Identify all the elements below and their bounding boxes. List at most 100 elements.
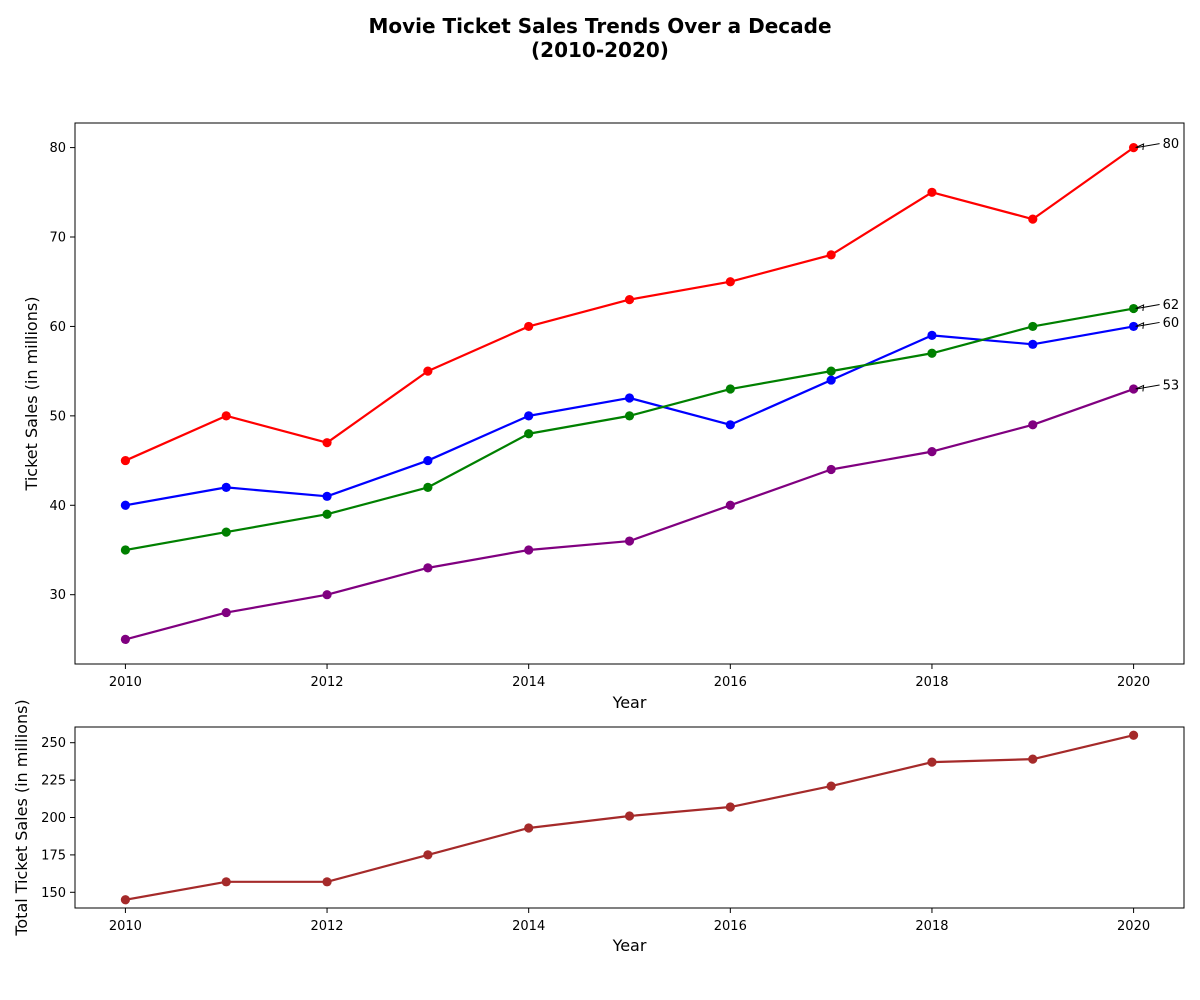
series-0-point-4 (524, 823, 534, 833)
y-axis-label: Total Ticket Sales (in millions) (12, 699, 31, 936)
series-0-point-6 (725, 802, 735, 812)
series-1-point-7 (826, 375, 836, 385)
chart-title-line1: Movie Ticket Sales Trends Over a Decade (368, 14, 832, 38)
plot-frame (74, 122, 1185, 665)
series-3-point-8 (927, 447, 937, 457)
series-3-point-7 (826, 464, 836, 475)
chart-title-line2: (2010-2020) (531, 38, 669, 62)
x-tick-label-4: 2018 (915, 919, 948, 934)
y-tick-label-0: 150 (41, 886, 66, 901)
series-2-point-8 (927, 348, 937, 358)
series-1-point-4 (524, 411, 534, 421)
series-1-annotation-arrowhead (1135, 322, 1145, 329)
series-2-annotation-label: 62 (1163, 298, 1180, 313)
series-1-point-10 (1128, 321, 1139, 332)
x-axis-label: Year (612, 936, 647, 955)
y-tick-label-1: 175 (41, 848, 66, 863)
series-3-annotation-arrowhead (1135, 384, 1145, 392)
y-axis-label: Ticket Sales (in millions) (22, 297, 41, 492)
x-tick-label-5: 2020 (1117, 675, 1150, 690)
x-tick-label-2: 2014 (512, 675, 545, 690)
series-2-annotation-arrow (1136, 304, 1160, 310)
series-0-point-3 (423, 366, 433, 376)
series-0-annotation-arrowhead (1135, 143, 1145, 151)
series-0-point-2 (322, 877, 332, 887)
series-0-point-1 (221, 877, 231, 887)
x-tick-label-4: 2018 (915, 675, 948, 690)
series-1-point-5 (624, 393, 635, 403)
y-tick-label-4: 250 (41, 736, 66, 751)
series-1-annotation-arrow (1136, 321, 1160, 327)
series-0-point-7 (826, 250, 836, 260)
series-1-point-9 (1028, 339, 1038, 349)
chart-title: Movie Ticket Sales Trends Over a Decade … (0, 14, 1200, 62)
y-tick-label-2: 50 (49, 409, 66, 424)
x-tick-label-3: 2016 (714, 919, 747, 934)
series-3-point-3 (423, 563, 433, 573)
series-1-point-2 (322, 491, 332, 501)
x-tick-label-1: 2012 (310, 919, 343, 934)
series-2-point-7 (826, 366, 836, 376)
series-0-point-10 (1128, 142, 1139, 153)
series-2-point-4 (524, 429, 534, 439)
y-tick-label-0: 30 (49, 588, 66, 603)
series-3-annotation-arrow (1136, 384, 1160, 390)
series-2-point-5 (624, 411, 635, 421)
series-1-annotation-label: 60 (1163, 316, 1180, 331)
series-3-annotation-label: 53 (1163, 379, 1180, 394)
series-3-point-9 (1028, 420, 1038, 430)
series-2-point-3 (423, 482, 433, 492)
x-tick-label-1: 2012 (310, 675, 343, 690)
total-sales-panel: 2010 2012 2014 2016 2018 2020 150 175 200 225 250 Y… (12, 699, 1185, 955)
series-2-point-9 (1028, 321, 1038, 332)
series-1-point-6 (725, 420, 735, 430)
series-0-point-7 (826, 781, 836, 791)
series-3-point-2 (322, 590, 332, 600)
x-tick-label-2: 2014 (512, 919, 545, 934)
series-3-point-10 (1128, 384, 1139, 394)
series-0-point-6 (725, 277, 735, 287)
series-3-point-6 (725, 500, 735, 510)
series-2-point-2 (322, 509, 332, 519)
series-2-point-1 (221, 527, 231, 537)
series-0-annotation-label: 80 (1163, 137, 1180, 152)
y-tick-label-3: 225 (41, 774, 66, 789)
y-tick-label-1: 40 (49, 499, 66, 514)
series-3-line (125, 387, 1134, 641)
series-3-point-1 (221, 607, 231, 618)
series-0-point-3 (423, 850, 433, 860)
series-1-point-3 (423, 455, 433, 466)
y-tick-label-4: 70 (49, 231, 66, 246)
series-2-point-10 (1128, 303, 1139, 314)
y-tick-label-5: 80 (49, 141, 66, 156)
x-axis-label: Year (612, 693, 647, 712)
series-0-point-9 (1028, 214, 1038, 224)
series-0-annotation-arrow (1136, 143, 1160, 149)
series-2-annotation-arrowhead (1135, 304, 1145, 312)
y-tick-label-2: 200 (41, 811, 66, 826)
series-0-point-9 (1028, 754, 1038, 764)
series-0-point-0 (120, 895, 131, 905)
x-tick-label-5: 2020 (1117, 919, 1150, 934)
series-2-point-0 (120, 545, 131, 555)
x-tick-label-3: 2016 (714, 675, 747, 690)
x-tick-label-0: 2010 (109, 919, 142, 934)
series-0-point-8 (927, 187, 937, 197)
series-0-point-0 (120, 455, 131, 466)
series-0-point-10 (1128, 730, 1139, 740)
series-1-point-0 (120, 500, 131, 510)
series-0-point-5 (624, 295, 635, 305)
series-0-point-1 (221, 411, 231, 421)
x-tick-label-0: 2010 (109, 675, 142, 690)
series-2-point-6 (725, 384, 735, 394)
y-tick-label-3: 60 (49, 320, 66, 335)
series-3-point-4 (524, 545, 534, 555)
series-0-point-2 (322, 438, 332, 448)
series-3-point-5 (624, 536, 635, 546)
series-1-point-1 (221, 482, 231, 492)
series-3-point-0 (120, 634, 131, 645)
series-0-point-5 (624, 811, 635, 821)
sales-by-segment-panel: 80 60 62 53 2010 2012 2014 2016 2018 2020 30 40 50 60… (22, 122, 1185, 712)
series-0-point-8 (927, 757, 937, 767)
